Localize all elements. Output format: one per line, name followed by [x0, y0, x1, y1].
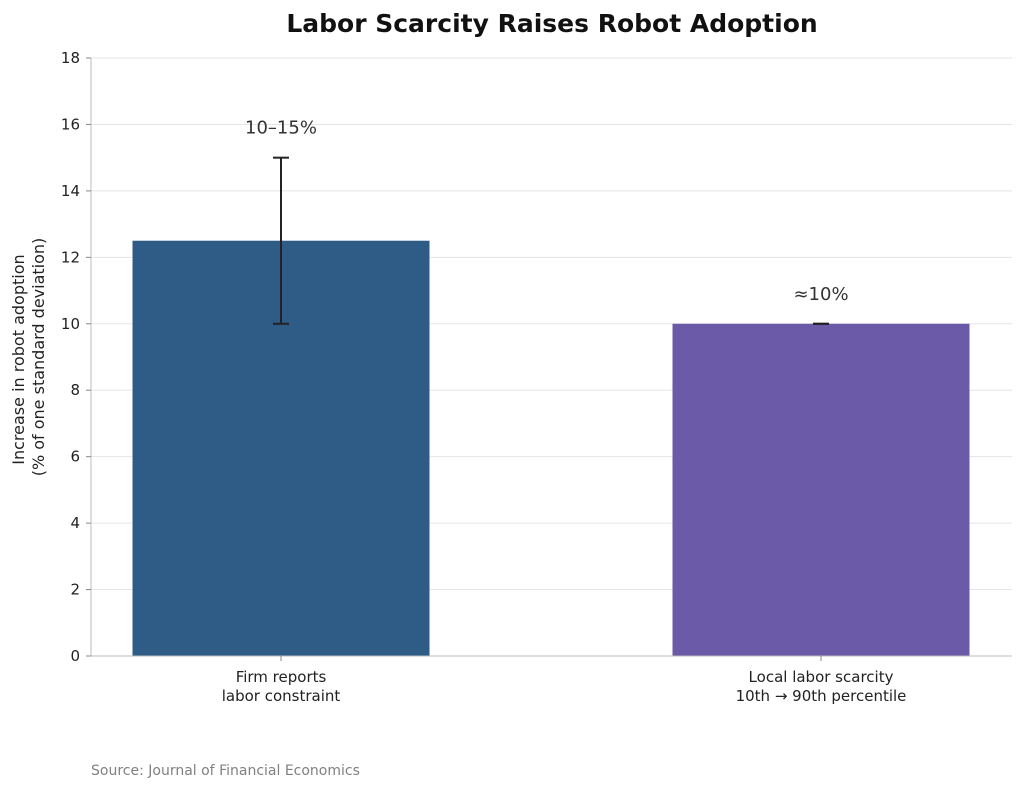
x-tick-label: Firm reports — [236, 668, 327, 686]
y-tick-labels: 0 2 4 6 8 10 12 14 16 18 — [61, 49, 91, 665]
x-tick-label: labor constraint — [222, 687, 341, 705]
error-bars — [273, 156, 829, 325]
source-note: Source: Journal of Financial Economics — [91, 763, 360, 779]
bar — [672, 323, 970, 656]
y-tick-label: 2 — [70, 581, 80, 599]
chart-title: Labor Scarcity Raises Robot Adoption — [286, 9, 817, 38]
y-tick-label: 8 — [70, 381, 80, 399]
axes — [90, 58, 1012, 657]
y-tick-label: 18 — [61, 49, 80, 67]
y-tick-label: 4 — [70, 514, 80, 532]
data-label: ≈10% — [793, 284, 848, 305]
data-labels: 10–15% ≈10% — [245, 118, 849, 305]
y-tick-label: 10 — [61, 315, 80, 333]
y-tick-label: 12 — [61, 248, 80, 266]
x-tick-label: Local labor scarcity — [749, 668, 894, 686]
y-tick-label: 6 — [70, 448, 80, 466]
y-axis-title-line-1: Increase in robot adoption — [9, 254, 28, 464]
y-axis-title-line-2: (% of one standard deviation) — [29, 238, 48, 477]
y-tick-label: 16 — [61, 115, 80, 133]
x-tick-label: 10th → 90th percentile — [736, 687, 907, 705]
y-tick-label: 0 — [70, 647, 80, 665]
y-tick-label: 14 — [61, 182, 80, 200]
data-label: 10–15% — [245, 118, 317, 139]
y-axis-title: Increase in robot adoption (% of one sta… — [9, 238, 48, 477]
